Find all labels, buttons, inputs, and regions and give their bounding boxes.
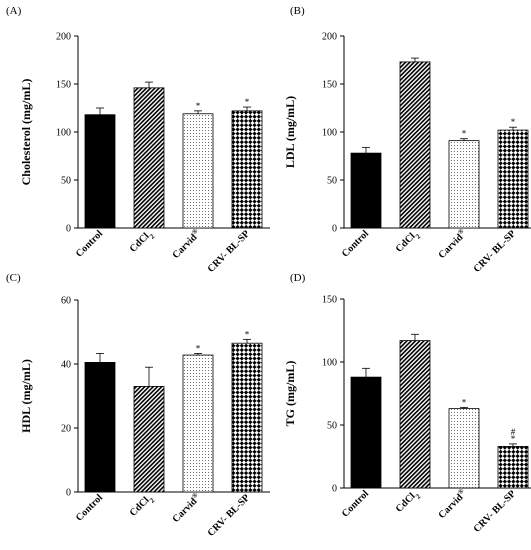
x-tick-label: Carvid® [435,226,470,261]
bar [231,110,263,229]
y-axis-label: TG (mg/mL) [283,361,297,427]
bar [133,385,165,493]
significance-mark: * [196,101,201,111]
x-tick-label: Control [74,492,105,523]
y-tick-label: 0 [332,224,337,235]
bar [84,114,116,229]
bar [350,376,382,489]
y-tick-label: 50 [327,421,337,432]
x-tick-label: CRV- BL-SP [472,228,518,274]
significance-mark: * [462,129,467,139]
bar [231,342,263,493]
panel-letter: (A) [6,5,22,17]
significance-mark: * [511,117,516,127]
y-tick-label: 100 [56,128,71,139]
y-tick-label: 150 [322,80,337,91]
x-tick-label: Carvid® [435,486,470,521]
x-tick-label: Carvid® [169,226,204,261]
bar [448,408,480,489]
bar [497,129,529,229]
y-axis-label: LDL (mg/mL) [283,96,297,168]
x-tick-label: Control [74,228,105,259]
y-tick-label: 0 [66,488,71,499]
bar [182,113,214,229]
x-tick-label: Control [340,488,371,519]
chart-panel: (B) LDL (mg/mL) 0 50 100 150 200 Control CdCl2 * C… [283,5,531,275]
panel-letter: (B) [290,5,305,17]
bar [133,87,165,229]
y-tick-label: 50 [327,176,337,187]
chart-panel: (D) TG (mg/mL) 0 50 100 150 Control CdCl2 * Carvi… [283,272,531,535]
y-tick-label: 20 [61,424,71,435]
y-axis-label: Cholesterol (mg/mL) [19,79,33,186]
bar [182,354,214,493]
x-tick-label: Carvid® [169,490,204,525]
panel-letter: (D) [290,272,306,284]
y-tick-label: 150 [56,80,71,91]
y-tick-label: 100 [322,358,337,369]
chart-panel: (A) Cholesterol (mg/mL) 0 50 100 150 200 Contro… [6,5,270,275]
x-tick-label: CRV- BL-SP [206,228,252,274]
significance-mark: * [245,97,250,107]
x-tick-label: CdCl2 [394,228,423,257]
y-axis-label: HDL (mg/mL) [19,359,33,433]
bar [84,361,116,493]
significance-mark: * [245,329,250,339]
y-tick-label: 60 [61,296,71,307]
y-tick-label: 50 [61,176,71,187]
significance-mark: * [462,397,467,407]
significance-mark: * [196,343,201,353]
bar [399,61,431,229]
x-tick-label: CdCl2 [128,228,157,257]
panel-letter: (C) [6,272,21,284]
y-tick-label: 40 [61,360,71,371]
bar [399,340,431,489]
y-tick-label: 200 [56,32,71,43]
significance-mark: # * [511,427,516,444]
x-tick-label: CRV- BL-SP [206,492,252,538]
x-tick-label: CdCl2 [394,488,423,517]
y-tick-label: 0 [66,224,71,235]
y-tick-label: 150 [322,295,337,306]
x-tick-label: CRV- BL-SP [472,488,518,534]
bar [350,152,382,229]
bar [448,140,480,229]
x-tick-label: Control [340,228,371,259]
chart-panel: (C) HDL (mg/mL) 0 20 40 60 Control CdCl2 * Carvid… [6,272,270,539]
x-tick-label: CdCl2 [128,492,157,521]
bar [497,446,529,489]
y-tick-label: 200 [322,32,337,43]
y-tick-label: 100 [322,128,337,139]
y-tick-label: 0 [332,484,337,495]
